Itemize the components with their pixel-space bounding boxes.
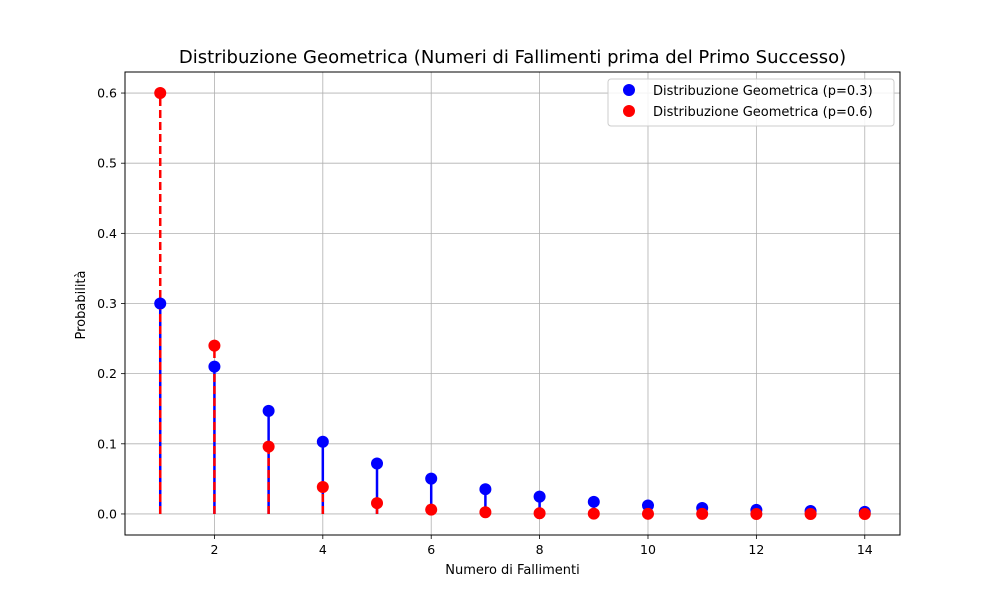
data-point-series-0	[641, 499, 654, 512]
data-point-series-0	[587, 495, 600, 508]
x-tick-label: 2	[210, 542, 218, 557]
legend-marker-p03	[623, 84, 635, 96]
y-tick-label: 0.5	[97, 156, 117, 171]
legend-marker-p06	[623, 105, 635, 117]
legend-box	[607, 78, 895, 127]
data-point-series-0	[262, 404, 275, 417]
x-axis-label: Numero di Fallimenti	[445, 563, 579, 578]
x-tick-label: 4	[319, 542, 327, 557]
legend-label-p03: Distribuzione Geometrica (p=0.3)	[653, 84, 873, 99]
data-point-series-1	[804, 507, 817, 520]
data-point-series-1	[208, 339, 221, 352]
y-axis-label: Probabilità	[74, 271, 89, 340]
y-tick-label: 0.2	[97, 366, 117, 381]
data-point-series-1	[262, 440, 275, 453]
data-point-series-0	[371, 457, 384, 470]
x-tick-label: 8	[536, 542, 544, 557]
data-point-series-0	[208, 360, 221, 373]
data-point-series-1	[750, 507, 763, 520]
y-tick-label: 0.6	[97, 86, 117, 101]
x-tick-label: 12	[748, 542, 764, 557]
y-tick-label: 0.4	[97, 226, 117, 241]
y-tick-label: 0.0	[97, 506, 117, 521]
data-point-series-0	[533, 490, 546, 503]
data-point-series-1	[479, 506, 492, 519]
data-point-series-1	[371, 497, 384, 510]
data-point-series-0	[425, 472, 438, 485]
data-points	[154, 87, 871, 520]
x-tick-label: 6	[427, 542, 435, 557]
data-point-series-0	[154, 297, 167, 310]
data-point-series-1	[154, 87, 167, 100]
chart-title: Distribuzione Geometrica (Numeri di Fall…	[179, 47, 846, 68]
data-point-series-1	[696, 507, 709, 520]
legend: Distribuzione Geometrica (p=0.3) Distrib…	[607, 78, 895, 127]
x-tick-label: 14	[857, 542, 873, 557]
y-tick-label: 0.3	[97, 296, 117, 311]
y-tick-label: 0.1	[97, 436, 117, 451]
data-point-series-0	[316, 435, 329, 448]
axis-ticks: 2 4 6 8 10 12 14 0.0 0.1 0.2 0.3 0.4 0.5 0.6	[97, 86, 873, 557]
x-tick-label: 10	[640, 542, 656, 557]
data-point-series-1	[425, 503, 438, 516]
data-point-series-0	[479, 483, 492, 496]
legend-label-p06: Distribuzione Geometrica (p=0.6)	[653, 105, 873, 120]
grid-lines	[125, 72, 900, 535]
data-point-series-1	[641, 507, 654, 520]
data-point-series-1	[533, 507, 546, 520]
data-point-series-1	[587, 507, 600, 520]
data-point-series-1	[858, 507, 871, 520]
data-point-series-1	[316, 481, 329, 494]
